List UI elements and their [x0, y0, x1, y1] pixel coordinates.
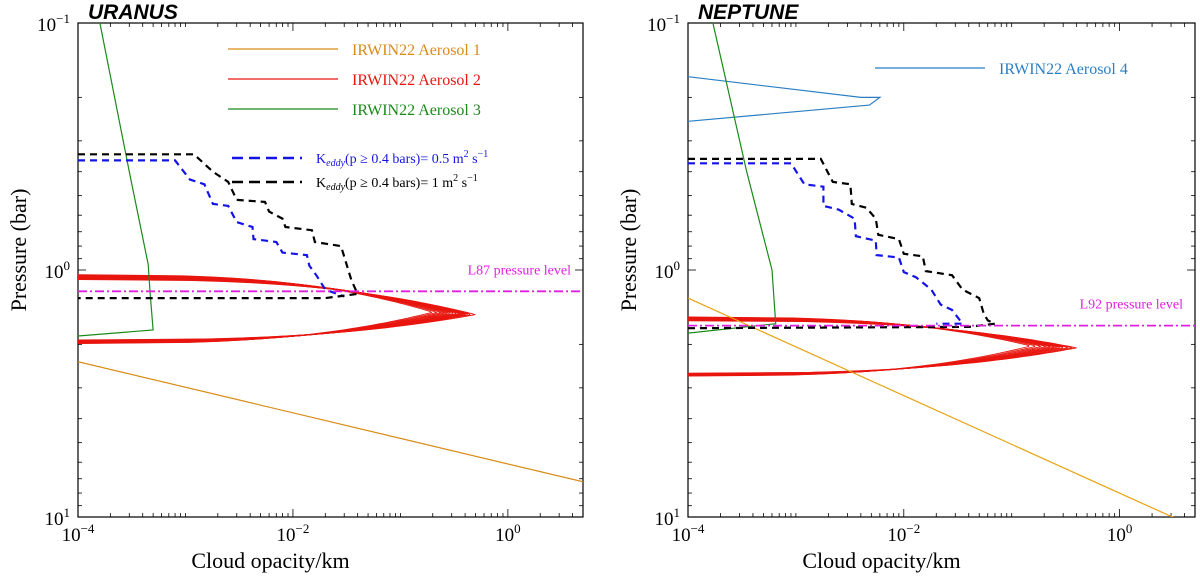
x-tick-label: 10−2 [887, 521, 920, 546]
y-tick-label: 10−1 [37, 11, 70, 36]
aerosol2-curve [78, 274, 443, 344]
legend-label: IRWIN22 Aerosol 1 [352, 42, 481, 59]
aerosol2-curve [78, 274, 438, 344]
panel-title: NEPTUNE [698, 1, 799, 24]
y-tick-label: 101 [655, 505, 681, 530]
series-line [688, 76, 882, 122]
panel-neptune: 10−4 10−2 100 10−1 100 101 Cloud opacity/km Pre… [616, 1, 1196, 573]
series-line [78, 153, 360, 300]
aerosol2-curve [688, 319, 1063, 375]
plot-area [688, 23, 1174, 517]
aerosol2-curve [78, 275, 452, 343]
plot-area [78, 23, 583, 483]
aerosol2-curve [688, 317, 1048, 376]
aerosol2-curve [78, 275, 449, 343]
y-tick-label: 100 [655, 258, 681, 283]
x-tick-label: 100 [495, 521, 521, 546]
plot-frame [687, 22, 1196, 518]
x-tick-label: 100 [1107, 521, 1133, 546]
y-tick-label: 100 [45, 258, 71, 283]
y-axis-title: Pressure (bar) [616, 189, 641, 312]
aerosol2-curve [78, 276, 458, 343]
panel-uranus: 10−4 10−2 100 10−1 100 101 Cloud opacity/km Pre… [6, 1, 584, 573]
series-line [688, 157, 999, 330]
panel-title: URANUS [88, 1, 178, 24]
x-tick-label: 10−4 [62, 521, 95, 546]
y-axis-title: Pressure (bar) [6, 189, 31, 312]
legend-label: IRWIN22 Aerosol 4 [999, 61, 1128, 78]
pressure-level-label: L92 pressure level [1080, 298, 1184, 313]
y-tick-label: 10−1 [647, 11, 680, 36]
aerosol2-curve [78, 279, 477, 341]
aerosol2-curve [688, 320, 1077, 374]
series-line [688, 23, 777, 334]
legend-label: Keddy(p ≥ 0.4 bars)= 0.5 m2 s−1 [316, 149, 488, 169]
x-tick-label: 10−2 [277, 521, 310, 546]
series-line [688, 297, 1174, 517]
pressure-level-label: L87 pressure level [468, 263, 572, 278]
aerosol2-curve [78, 274, 433, 345]
legend-label: IRWIN22 Aerosol 2 [352, 72, 481, 89]
aerosol2-curve [688, 319, 1069, 375]
series-line [78, 23, 154, 337]
aerosol2-curve [78, 275, 447, 344]
series-line [78, 361, 583, 483]
x-axis-title: Cloud opacity/km [191, 548, 349, 573]
y-tick-label: 101 [45, 505, 71, 530]
aerosol2-curve [78, 276, 454, 343]
legend-label: Keddy(p ≥ 0.4 bars)= 1 m2 s−1 [316, 173, 478, 193]
x-axis-title: Cloud opacity/km [802, 548, 960, 573]
x-tick-label: 10−4 [672, 521, 705, 546]
legend-label: IRWIN22 Aerosol 3 [352, 102, 481, 119]
series-line [688, 162, 965, 325]
